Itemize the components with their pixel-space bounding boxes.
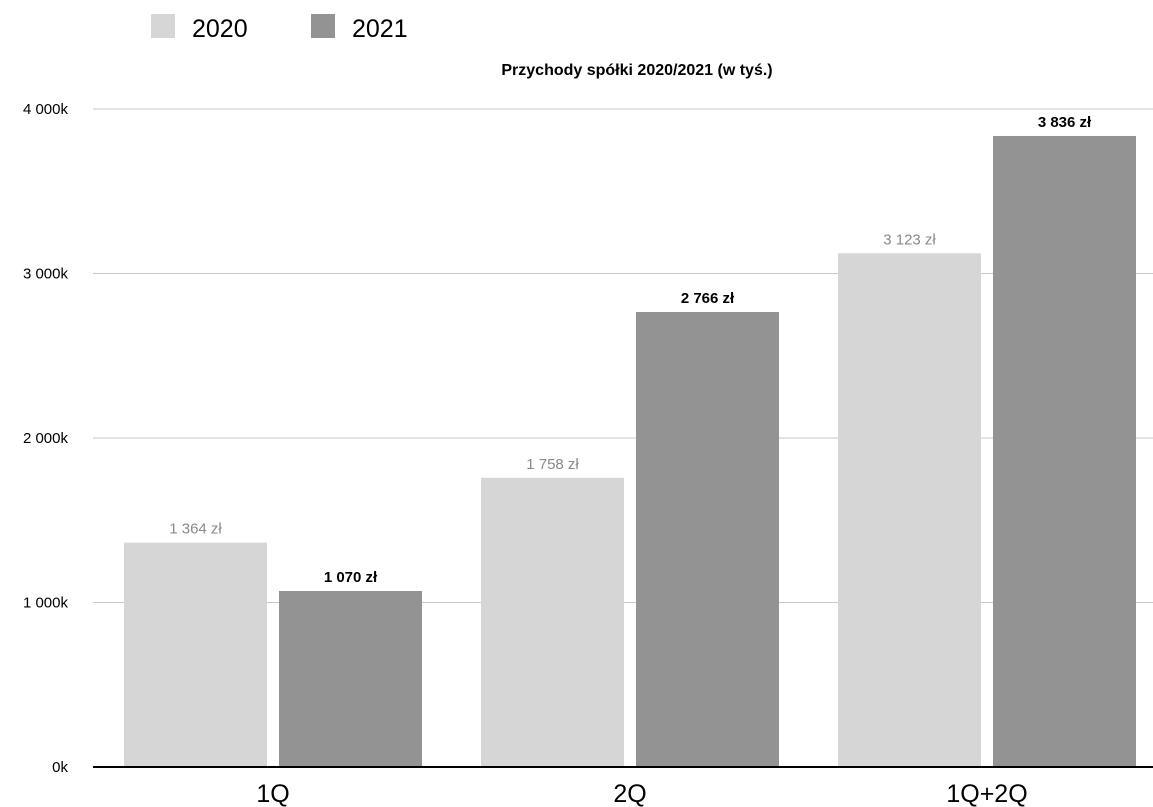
legend-swatch-2021 [311, 14, 335, 38]
legend: 2020 2021 [151, 14, 408, 43]
bar-2020-2Q [481, 477, 624, 767]
data-label-2021-2Q: 2 766 zł [681, 290, 735, 307]
data-label-2021-1Q+2Q: 3 836 zł [1038, 114, 1092, 131]
bar-2020-1Q [124, 542, 267, 767]
y-tick-label: 4 000k [23, 101, 69, 118]
value-labels: 1 364 zł 1 070 zł 1 758 zł 2 766 zł 3 123 zł… [169, 114, 1092, 586]
y-tick-label: 0k [52, 759, 68, 776]
chart-title: Przychody spółki 2020/2021 (w tyś.) [501, 62, 772, 79]
legend-swatch-2020 [151, 14, 175, 38]
legend-label-2021: 2021 [352, 15, 408, 43]
bar-2021-2Q [636, 311, 779, 767]
x-tick-label: 1Q+2Q [946, 780, 1027, 807]
x-axis: 1Q 2Q 1Q+2Q [93, 766, 1153, 807]
bar-2021-1Q+2Q [993, 135, 1136, 767]
data-label-2020-1Q: 1 364 zł [169, 521, 222, 538]
legend-label-2020: 2020 [192, 15, 248, 43]
y-tick-label: 2 000k [23, 430, 69, 447]
bar-2021-1Q [279, 590, 422, 767]
y-tick-label: 1 000k [23, 595, 69, 612]
x-tick-label: 1Q [256, 780, 289, 807]
data-label-2020-2Q: 1 758 zł [526, 456, 579, 473]
data-label-2020-1Q+2Q: 3 123 zł [883, 231, 936, 248]
y-axis: 0k 1 000k 2 000k 3 000k 4 000k [23, 101, 69, 776]
data-label-2021-1Q: 1 070 zł [324, 569, 378, 586]
y-tick-label: 3 000k [23, 266, 69, 283]
bar-2020-1Q+2Q [838, 253, 981, 768]
bars [124, 135, 1136, 768]
x-tick-label: 2Q [613, 780, 646, 807]
